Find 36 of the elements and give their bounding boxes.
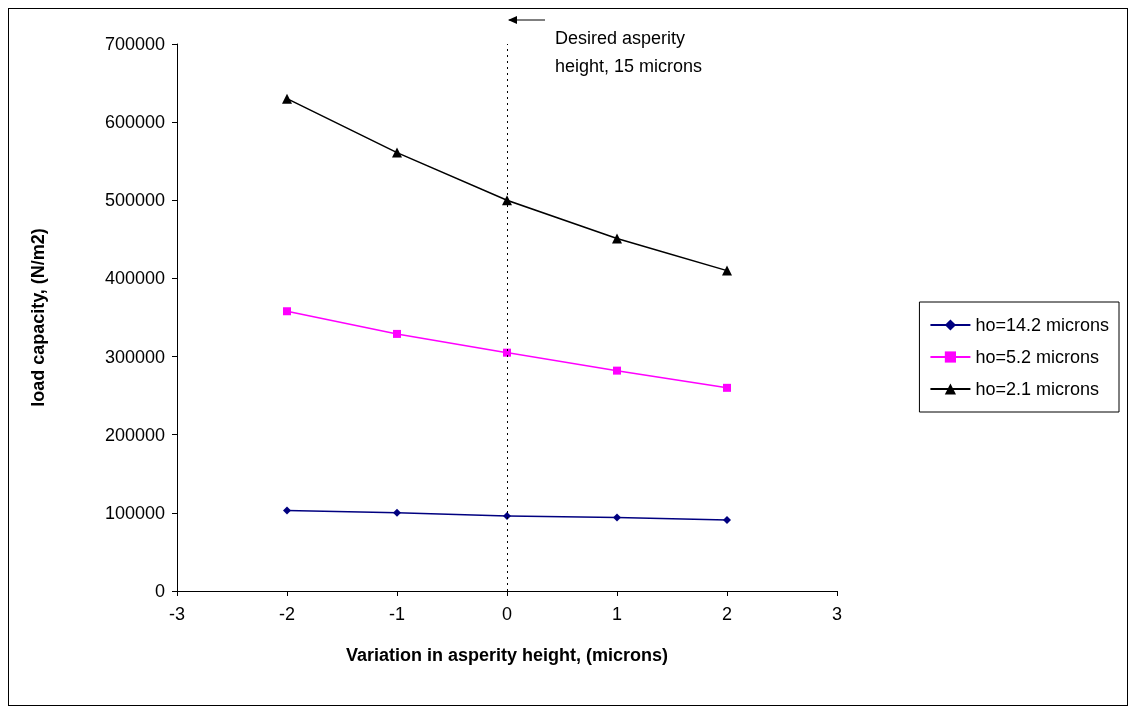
x-tick-label: -2 <box>278 604 296 624</box>
legend-label: ho=14.2 microns <box>975 315 1109 335</box>
y-axis-title: load capacity, (N/m2) <box>28 228 48 407</box>
ref-line-label: Desired asperity height, 15 microns <box>555 28 703 76</box>
y-tick-label: 100000 <box>104 502 165 523</box>
x-axis-title: Variation in asperity height, (microns) <box>345 645 669 665</box>
point <box>612 233 622 244</box>
point <box>283 506 291 515</box>
x-tick-label: -3 <box>168 604 186 624</box>
y-tick-label: 700000 <box>104 34 165 54</box>
point <box>613 366 621 375</box>
point <box>722 265 732 276</box>
point <box>503 511 511 520</box>
point <box>393 329 401 338</box>
legend-label: ho=5.2 microns <box>975 347 1099 367</box>
y-tick-label: 600000 <box>104 112 165 133</box>
y-tick-label: 0 <box>154 581 165 601</box>
point <box>502 195 512 206</box>
point <box>283 307 291 316</box>
y-tick-label: 400000 <box>104 268 165 289</box>
point <box>723 383 731 392</box>
point <box>723 515 731 524</box>
x-tick-label: -1 <box>388 604 406 624</box>
point <box>613 513 621 522</box>
x-tick-label: 1 <box>611 604 623 624</box>
x-tick-label: 3 <box>831 604 843 624</box>
y-tick-label: 300000 <box>104 346 165 367</box>
x-tick-label: 0 <box>501 604 513 624</box>
x-tick-label: 2 <box>721 604 733 624</box>
point <box>393 508 401 517</box>
y-tick-label: 500000 <box>104 190 165 211</box>
point <box>392 147 402 158</box>
point <box>503 348 511 357</box>
y-tick-label: 200000 <box>104 424 165 445</box>
legend-label: ho=2.1 microns <box>975 379 1099 399</box>
point <box>282 93 292 104</box>
